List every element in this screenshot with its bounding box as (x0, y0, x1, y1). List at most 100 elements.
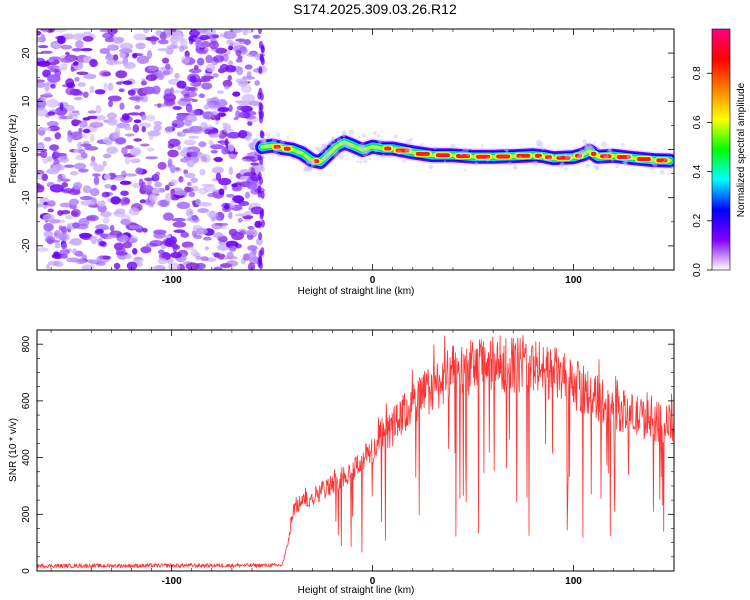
noise-blob (167, 138, 181, 147)
spectrogram-y-tick-label: -10 (21, 190, 32, 205)
ridge-speckle (271, 138, 277, 144)
noise-blob (254, 80, 261, 86)
noise-blob (60, 44, 73, 50)
noise-blob (129, 147, 142, 156)
ridge-speckle (584, 145, 589, 150)
noise-blob (178, 176, 184, 183)
noise-blob (259, 176, 264, 185)
noise-blob (205, 54, 213, 64)
noise-blob (188, 68, 202, 74)
ridge-speckle (405, 139, 412, 146)
noise-blob (43, 137, 52, 142)
noise-blob (106, 112, 118, 120)
noise-blob (157, 161, 167, 170)
ridge-hotspot (600, 154, 612, 159)
ridge-speckle (303, 166, 309, 172)
ridge-hotspot (384, 146, 392, 151)
ridge-speckle (662, 160, 665, 164)
noise-blob (78, 127, 83, 134)
noise-blob (43, 201, 49, 206)
noise-blob (154, 181, 162, 188)
noise-blob (72, 48, 82, 52)
ridge-speckle (596, 146, 600, 151)
noise-blob (257, 255, 262, 264)
snr-y-axis-title: SNR (10 * v/v) (8, 418, 19, 482)
noise-blob (224, 138, 229, 147)
noise-blob (226, 251, 234, 260)
noise-blob (189, 38, 194, 45)
ridge-speckle (588, 143, 593, 148)
noise-blob (198, 93, 205, 99)
noise-blob (81, 254, 88, 260)
ridge-speckle (402, 159, 406, 163)
noise-blob (232, 151, 239, 155)
noise-blob (208, 140, 214, 146)
colorbar-label: Normalized spectral amplitude (736, 82, 747, 217)
noise-blob (260, 44, 265, 53)
ridge-speckle (537, 142, 544, 148)
noise-blob (148, 194, 158, 202)
noise-blob (130, 158, 141, 164)
ridge-speckle (485, 156, 491, 162)
ridge-speckle (363, 159, 368, 164)
ridge-speckle (305, 158, 312, 165)
noise-blob (74, 250, 84, 257)
ridge-speckle (650, 161, 654, 165)
noise-blob (94, 228, 104, 234)
noise-blob (184, 115, 198, 123)
ridge-speckle (302, 162, 306, 165)
ridge-speckle (292, 157, 296, 161)
spectrogram-x-tick-label: 0 (370, 275, 376, 286)
ridge-speckle (331, 143, 335, 147)
noise-blob (68, 240, 77, 245)
noise-blob (236, 66, 244, 76)
snr-x-axis-title: Height of straight line (km) (298, 585, 415, 596)
noise-blob (124, 156, 131, 165)
noise-blob (134, 105, 141, 110)
noise-blob (146, 50, 153, 59)
noise-blob (56, 179, 62, 183)
noise-blob (252, 34, 261, 39)
ridge-speckle (361, 150, 368, 157)
noise-blob (174, 167, 180, 171)
ridge-speckle (605, 154, 609, 158)
ridge-speckle (286, 136, 290, 139)
noise-blob (65, 87, 76, 96)
noise-blob (260, 130, 265, 139)
ridge-hotspot (516, 153, 531, 158)
noise-blob (221, 122, 228, 126)
noise-blob (193, 224, 203, 230)
noise-blob (118, 88, 125, 93)
noise-blob (102, 216, 110, 224)
ridge-speckle (377, 134, 380, 138)
noise-blob (238, 200, 250, 207)
noise-blob (179, 97, 194, 102)
noise-blob (109, 119, 118, 125)
noise-blob (259, 156, 264, 165)
snr-ticks: -100 0 100 0 200 400 600 800 (21, 330, 674, 587)
noise-blob (228, 166, 233, 176)
noise-blob (186, 160, 195, 168)
ridge-speckle (553, 158, 557, 162)
noise-blob (199, 34, 210, 41)
noise-blob (170, 31, 184, 40)
noise-blob (226, 39, 234, 45)
noise-blob (89, 263, 95, 269)
noise-blob (46, 98, 59, 108)
noise-blob (78, 232, 92, 239)
noise-blob (100, 211, 112, 218)
noise-blob (191, 151, 198, 158)
noise-blob (191, 214, 199, 221)
ridge-hotspot (455, 154, 471, 159)
spectrogram-y-tick-label: 20 (21, 47, 32, 59)
ridge-speckle (546, 157, 552, 163)
noise-blob (69, 198, 79, 206)
noise-blob (146, 114, 156, 122)
colorbar-gradient (711, 28, 731, 271)
noise-blob (228, 245, 237, 252)
noise-blob (37, 45, 49, 49)
ridge-speckle (601, 141, 608, 148)
snr-y-tick-label: 800 (21, 335, 32, 352)
noise-blob (200, 256, 209, 262)
ridge-speckle (304, 166, 310, 172)
